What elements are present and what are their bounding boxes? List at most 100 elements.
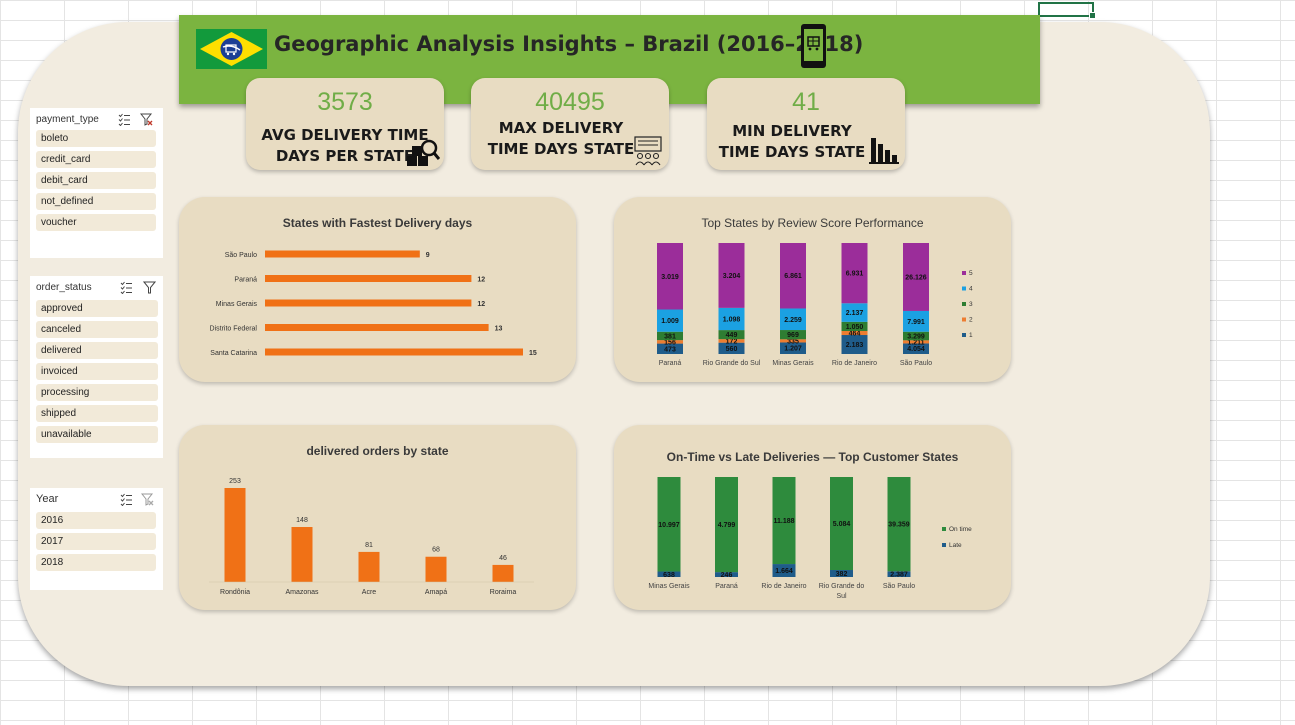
slicer-header: order_status — [36, 282, 92, 293]
bar-segment — [780, 342, 806, 354]
data-label: 6.861 — [784, 273, 802, 280]
data-label: 638 — [663, 572, 675, 579]
bar-segment — [657, 309, 683, 332]
bar-segment — [780, 243, 806, 309]
filter-icon[interactable] — [143, 281, 156, 294]
slicer-item-shipped[interactable]: shipped — [36, 405, 158, 422]
kpi-label: MIN DELIVERY TIME DAYS STATE — [717, 121, 867, 163]
category-label: Rio de Janeiro — [832, 360, 877, 367]
clear-filter-icon[interactable] — [141, 493, 154, 506]
data-label: 246 — [721, 572, 733, 579]
data-label: 13 — [495, 326, 503, 333]
category-label: São Paulo — [225, 252, 257, 259]
chart-review-score: Top States by Review Score Performance 4… — [614, 197, 1011, 382]
slicer-item-processing[interactable]: processing — [36, 384, 158, 401]
category-label: São Paulo — [900, 360, 932, 367]
data-label: 3.019 — [661, 274, 679, 281]
slicer-item-debit-card[interactable]: debit_card — [36, 172, 156, 189]
kpi-label-line1: MIN DELIVERY — [732, 122, 852, 140]
slicer-payment-type: payment_type boleto credit_card debit_ca… — [30, 108, 163, 258]
slicer-order-status: order_status approved canceled delivered… — [30, 276, 163, 458]
data-label: 6.931 — [846, 271, 864, 278]
bar — [265, 324, 489, 331]
data-label: 2.137 — [846, 310, 864, 317]
slicer-header: Year — [36, 493, 59, 505]
bar-segment — [903, 340, 929, 344]
slicer-item-2018[interactable]: 2018 — [36, 554, 156, 571]
category-label: Rio Grande do — [819, 583, 865, 590]
data-label: 3.299 — [907, 334, 925, 341]
multi-select-icon[interactable] — [118, 113, 131, 126]
multi-select-icon[interactable] — [120, 281, 133, 294]
category-label: Distrito Federal — [210, 326, 258, 333]
clear-filter-icon[interactable] — [140, 113, 153, 126]
slicer-item-voucher[interactable]: voucher — [36, 214, 156, 231]
chart-fastest-delivery-svg: São Paulo 9 Paraná 12 Minas Gerais 12 Distrito… — [210, 250, 537, 357]
legend-swatch — [962, 302, 966, 306]
bar-chart-decline-icon — [869, 138, 899, 164]
slicer-item-not-defined[interactable]: not_defined — [36, 193, 156, 210]
presentation-group-icon — [634, 136, 662, 166]
kpi-value: 41 — [792, 88, 820, 116]
data-label: 39.359 — [888, 522, 910, 529]
bar — [265, 250, 420, 258]
slicer-item-delivered[interactable]: delivered — [36, 342, 158, 359]
slicer-item-unavailable[interactable]: unavailable — [36, 426, 158, 443]
category-label: Rio Grande do Sul — [703, 360, 761, 367]
chart-title: States with Fastest Delivery days — [282, 216, 473, 230]
bar — [224, 488, 246, 582]
data-label: 449 — [726, 332, 738, 339]
legend-label: 5 — [969, 270, 973, 277]
bar — [492, 564, 514, 582]
data-label: 560 — [726, 346, 738, 353]
kpi-label-line1: AVG DELIVERY TIME — [261, 126, 429, 144]
chart-delivered-orders: delivered orders by state 253 Rondônia 148… — [179, 425, 576, 610]
data-label: 46 — [499, 555, 507, 562]
bar-segment — [772, 564, 796, 577]
slicer-item-2017[interactable]: 2017 — [36, 533, 156, 550]
data-label: 12 — [477, 301, 485, 308]
bar-segment — [887, 571, 911, 577]
data-label: 9 — [426, 252, 430, 259]
data-label: 1.009 — [661, 318, 679, 325]
slicer-item-credit-card[interactable]: credit_card — [36, 151, 156, 168]
slicer-header: payment_type — [36, 114, 99, 125]
kpi-value: 40495 — [535, 88, 605, 116]
data-label: 1.207 — [784, 346, 802, 353]
category-label: Sul — [836, 593, 847, 600]
bar-segment — [657, 331, 683, 341]
bar — [265, 275, 472, 282]
chart-delivered-orders-svg: 253 Rondônia 148 Amazonas 81 Acre 68 Amapá 46 Ror… — [209, 478, 534, 596]
chart-ontime-late: On-Time vs Late Deliveries — Top Custome… — [614, 425, 1011, 610]
legend-label: 4 — [969, 286, 973, 293]
chart-title: On-Time vs Late Deliveries — Top Custome… — [666, 450, 959, 464]
selected-cell[interactable] — [1038, 2, 1096, 19]
bar-segment — [718, 330, 745, 340]
bar-segment — [887, 477, 911, 572]
slicer-item-2016[interactable]: 2016 — [36, 512, 156, 529]
bar-segment — [780, 330, 806, 340]
data-label: 381 — [664, 333, 676, 340]
legend-label: On time — [949, 526, 972, 533]
data-label: 1.664 — [775, 568, 793, 575]
legend-label: 2 — [969, 317, 973, 324]
slicer-item-canceled[interactable]: canceled — [36, 321, 158, 338]
data-label: 172 — [726, 338, 738, 345]
bar-segment — [830, 477, 853, 571]
bar-segment — [830, 570, 853, 577]
kpi-label-line2: DAYS PER STATE — [275, 147, 415, 165]
data-label: 15 — [529, 350, 537, 357]
slicer-item-invoiced[interactable]: invoiced — [36, 363, 158, 380]
slicer-item-approved[interactable]: approved — [36, 300, 158, 317]
bar-segment — [903, 343, 929, 354]
bar-segment — [903, 310, 929, 332]
kpi-label-line2: TIME DAYS STATE — [718, 143, 866, 161]
legend-swatch — [942, 543, 946, 547]
category-label: São Paulo — [883, 583, 915, 590]
bar-segment — [657, 243, 683, 310]
chart-fastest-delivery: States with Fastest Delivery days São Pa… — [179, 197, 576, 382]
multi-select-icon[interactable] — [120, 493, 133, 506]
legend-swatch — [962, 286, 966, 291]
data-label: 473 — [664, 346, 676, 353]
slicer-item-boleto[interactable]: boleto — [36, 130, 156, 147]
